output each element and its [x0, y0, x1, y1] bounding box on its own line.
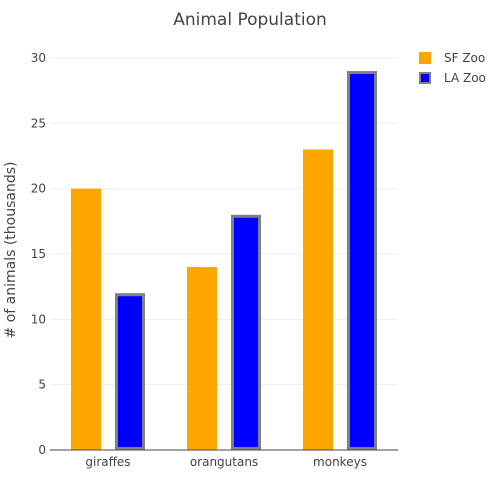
bar-la-zoo-monkeys [347, 71, 377, 450]
y-tick-label: 30 [31, 51, 46, 65]
legend-swatch [419, 52, 431, 64]
legend-label: LA Zoo [444, 71, 486, 85]
bar-sf-zoo-giraffes [71, 188, 101, 450]
x-tick-label: monkeys [313, 455, 367, 469]
y-tick-label: 0 [38, 443, 46, 457]
bar-sf-zoo-monkeys [303, 149, 333, 450]
gridlines [50, 57, 398, 386]
y-axis-label: # of animals (thousands) [3, 162, 19, 339]
bars [71, 71, 377, 451]
y-axis-ticks: 0 5 10 15 20 25 30 [31, 51, 46, 457]
x-tick-label: orangutans [190, 455, 258, 469]
legend-swatch [419, 72, 431, 84]
x-axis-ticks: giraffes orangutans monkeys [85, 455, 367, 469]
y-tick-label: 25 [31, 116, 46, 130]
chart-title: Animal Population [173, 10, 327, 30]
bar-la-zoo-orangutans [231, 214, 261, 450]
legend: SF Zoo LA Zoo [419, 51, 486, 85]
bar-la-zoo-giraffes [115, 293, 145, 451]
x-tick-label: giraffes [85, 455, 130, 469]
y-tick-label: 15 [31, 247, 46, 261]
y-tick-label: 20 [31, 182, 46, 196]
bar-sf-zoo-orangutans [187, 267, 217, 450]
y-tick-label: 10 [31, 312, 46, 326]
legend-label: SF Zoo [444, 51, 485, 65]
y-tick-label: 5 [38, 378, 46, 392]
